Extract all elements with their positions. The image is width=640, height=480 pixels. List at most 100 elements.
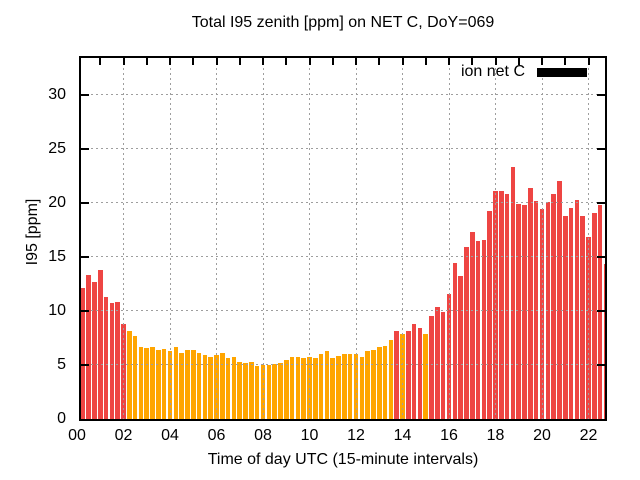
y-tick-right: [597, 147, 605, 150]
y-tick-label: 30: [48, 85, 66, 103]
bar: [394, 331, 399, 419]
v-gridline: [123, 58, 124, 419]
bar: [295, 357, 301, 419]
bar: [109, 303, 115, 419]
x-tick-label: 14: [393, 427, 412, 444]
bar: [376, 346, 382, 419]
bar: [464, 247, 469, 419]
bar: [557, 181, 562, 419]
v-gridline: [309, 58, 310, 419]
x-tick-top: [262, 58, 264, 65]
x-tick-top: [471, 58, 474, 65]
bar: [202, 355, 208, 419]
v-gridline: [216, 58, 217, 419]
bar: [510, 167, 516, 419]
bar: [388, 340, 394, 419]
bar: [504, 194, 510, 419]
bar: [243, 362, 248, 419]
bar: [347, 354, 353, 419]
v-gridline: [541, 58, 543, 419]
bar: [237, 361, 243, 419]
x-tick-top: [122, 58, 125, 65]
v-gridline: [402, 58, 403, 419]
bar: [225, 358, 231, 419]
bar: [522, 205, 527, 419]
bar: [429, 316, 434, 419]
x-tick-label: 00: [68, 427, 86, 444]
bar: [592, 212, 597, 419]
x-tick-top: [285, 58, 288, 65]
bar: [382, 345, 388, 419]
x-tick-label: 06: [207, 427, 226, 444]
y-tick-left: [81, 309, 89, 312]
y-tick-label: 0: [57, 410, 66, 427]
h-gridline: [81, 148, 605, 150]
h-gridline: [81, 256, 605, 258]
x-tick-label: 08: [254, 427, 272, 444]
h-gridline: [81, 310, 605, 312]
bar: [278, 362, 283, 419]
x-tick-top: [308, 58, 311, 65]
y-tick-left: [81, 147, 89, 150]
bar: [475, 240, 481, 419]
bar: [190, 349, 196, 419]
bar: [179, 353, 184, 419]
v-gridline: [588, 58, 589, 419]
grid-layer: [81, 58, 605, 419]
x-tick-top: [192, 58, 195, 65]
h-gridline: [81, 94, 605, 96]
bar: [289, 357, 295, 419]
legend-swatch: [537, 67, 587, 77]
bar: [283, 359, 289, 419]
x-tick-top: [145, 58, 148, 65]
bar: [150, 346, 155, 419]
bar: [603, 264, 605, 419]
bar: [440, 312, 446, 419]
y-tick-right: [597, 201, 605, 204]
bar: [469, 232, 475, 419]
y-tick-right: [597, 309, 605, 312]
bar: [516, 203, 522, 419]
y-tick-label: 20: [48, 193, 66, 211]
bar: [574, 199, 580, 419]
bar: [568, 208, 574, 419]
bar: [318, 354, 324, 419]
x-tick-top: [494, 58, 497, 65]
bar: [173, 346, 179, 419]
v-gridline: [495, 58, 496, 419]
y-tick-right: [597, 255, 605, 258]
bar: [458, 276, 463, 419]
bar: [359, 357, 365, 419]
x-tick-top: [424, 58, 427, 65]
legend: ion net C: [461, 63, 587, 81]
bar: [597, 205, 603, 419]
legend-label: ion net C: [460, 63, 525, 80]
y-tick-label: 5: [57, 355, 66, 373]
bar: [86, 275, 91, 419]
bar: [499, 190, 504, 419]
x-tick-label: 04: [161, 427, 179, 444]
bar: [266, 364, 272, 419]
bar: [313, 358, 318, 419]
bar: [127, 331, 132, 419]
y-tick-left: [81, 363, 89, 366]
bar: [196, 353, 202, 419]
y-tick-label: 25: [48, 139, 66, 157]
bar: [406, 331, 411, 419]
x-tick-top: [215, 58, 218, 65]
bar: [138, 346, 144, 419]
bar: [97, 269, 103, 419]
bar: [562, 215, 568, 419]
plot-inner: ion net C: [81, 58, 605, 419]
x-tick-label: 20: [533, 427, 551, 444]
y-tick-label: 10: [48, 301, 66, 319]
bar: [81, 288, 86, 419]
bar: [423, 333, 429, 419]
x-tick-label: 12: [347, 427, 365, 444]
v-gridline: [448, 58, 450, 419]
x-axis-label: Time of day UTC (15-minute intervals): [207, 451, 479, 468]
bar: [371, 349, 376, 419]
x-tick-label: 16: [440, 427, 458, 444]
x-tick-top: [99, 58, 102, 65]
bar: [435, 306, 440, 419]
